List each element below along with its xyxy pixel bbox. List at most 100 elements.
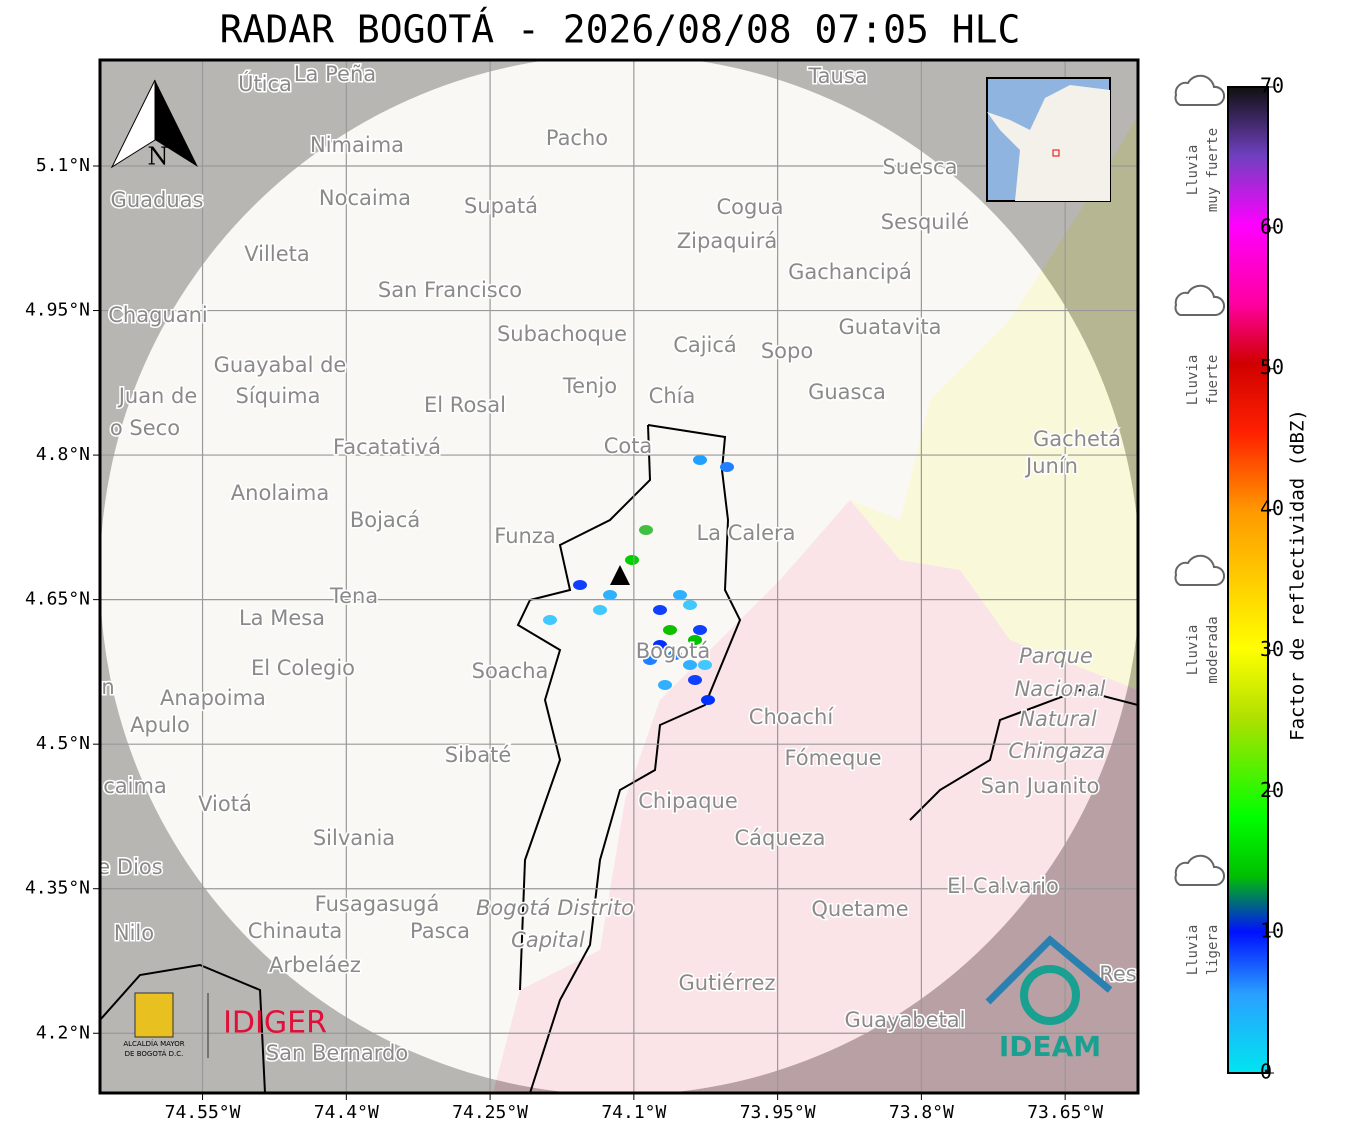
place-label: Apulo <box>130 713 190 737</box>
map-frame <box>98 58 1140 1095</box>
y-tick-label: 4.95°N <box>25 300 90 321</box>
place-label: San Francisco <box>378 278 522 302</box>
place-label: Nimaima <box>310 133 404 157</box>
place-label: Chía <box>649 384 696 408</box>
place-label: Supatá <box>464 194 538 218</box>
place-label: Tenjo <box>562 374 617 398</box>
radar-echo <box>653 640 667 650</box>
place-label: Nacional <box>1015 677 1106 701</box>
place-label: Arbeláez <box>269 953 361 977</box>
y-tick-label: 5.1°N <box>36 155 90 176</box>
place-label: o Seco <box>110 416 180 440</box>
ideam-roof <box>985 935 1113 1005</box>
weather-icon <box>1174 554 1225 586</box>
place-label: Zipaquirá <box>677 229 777 253</box>
place-label: El Rosal <box>424 393 506 417</box>
place-label: Viotá <box>198 792 252 816</box>
inset-marker <box>1052 149 1060 157</box>
place-label: La Calera <box>696 521 795 545</box>
place-label: Nocaima <box>319 186 411 210</box>
ideam-logo: IDEAM <box>999 1030 1101 1063</box>
place-label: Gachetá <box>1033 427 1121 451</box>
place-label: Tausa <box>807 64 867 88</box>
radar-echo <box>573 580 587 590</box>
colorbar-tick-label: 60 <box>1260 214 1284 238</box>
y-tick-label: 4.5°N <box>36 733 90 754</box>
colorbar-tick-label: 50 <box>1260 355 1284 379</box>
radar-echo <box>683 600 697 610</box>
radar-site <box>610 565 630 585</box>
radar-echo <box>603 590 617 600</box>
y-tick-label: 4.2°N <box>36 1022 90 1043</box>
weather-icon <box>1174 74 1225 106</box>
place-label: Guatavita <box>839 315 942 339</box>
place-label: Chingaza <box>1008 739 1105 763</box>
place-label: La Mesa <box>239 606 325 630</box>
radar-echo <box>639 525 653 535</box>
place-label: Soacha <box>472 659 549 683</box>
x-tick-label: 74.1°W <box>601 1102 666 1123</box>
radar-echo <box>688 675 702 685</box>
radar-echo <box>698 660 712 670</box>
title: RADAR BOGOTÁ - 2026/08/08 07:05 HLC <box>220 8 1021 52</box>
place-label: Natural <box>1019 707 1097 731</box>
place-label: Silvania <box>313 826 395 850</box>
rain-category-label: ligera <box>1205 925 1221 976</box>
place-label: Pasca <box>410 919 470 943</box>
place-label: Fómeque <box>784 746 881 770</box>
radar-echo <box>693 455 707 465</box>
weather-icon <box>1174 854 1225 886</box>
place-label: Fusagasugá <box>315 892 440 916</box>
place-label: Juan de <box>117 384 198 408</box>
place-label: Guasca <box>808 380 886 404</box>
colorbar-label: Factor de reflectividad (dBZ) <box>1287 409 1309 741</box>
place-label: Cogua <box>716 195 783 219</box>
place-label: Bogotá Distrito <box>476 896 634 920</box>
place-label: Suesca <box>883 155 958 179</box>
place-label: Sesquilé <box>881 210 969 234</box>
place-label: San Juanito <box>981 774 1100 798</box>
place-label: Capital <box>511 928 585 952</box>
place-label: Villeta <box>244 242 309 266</box>
colorbar <box>1227 86 1269 1074</box>
radar-echo <box>683 660 697 670</box>
colorbar-tick-label: 20 <box>1260 778 1284 802</box>
alcaldia-text: ALCALDÍA MAYOR <box>123 1039 184 1048</box>
place-label: Gutiérrez <box>679 971 776 995</box>
rain-category-label: muy fuerte <box>1205 128 1221 212</box>
radar-echo <box>543 615 557 625</box>
place-label: San Bernardo <box>266 1041 408 1065</box>
place-label: Chaguani <box>108 303 208 327</box>
inset-land <box>987 85 1110 201</box>
place-label: Anolaima <box>231 481 329 505</box>
place-label: Subachoque <box>497 322 627 346</box>
place-label: Junín <box>1024 454 1078 478</box>
district-boundary <box>529 424 742 1093</box>
rain-category-label: moderada <box>1205 616 1221 683</box>
ideam-swirl <box>1020 965 1080 1025</box>
radar-echo <box>668 650 682 660</box>
y-tick-label: 4.8°N <box>36 444 90 465</box>
place-label: Síquima <box>236 384 321 408</box>
department-boundary <box>909 688 1138 1093</box>
colorbar-tick-label: 70 <box>1260 74 1284 98</box>
place-label: Sopo <box>761 339 813 363</box>
place-label: Sibaté <box>445 743 512 767</box>
x-tick-label: 73.65°W <box>1027 1102 1103 1123</box>
place-label: Nilo <box>114 921 154 945</box>
place-label: El Calvario <box>947 874 1059 898</box>
x-tick-label: 74.25°W <box>452 1102 528 1123</box>
radar-echo <box>720 462 734 472</box>
alcaldia-text: DE BOGOTÁ D.C. <box>125 1049 184 1058</box>
place-label: Parque <box>1019 644 1093 668</box>
place-label: Quetame <box>811 897 908 921</box>
rain-category-label: fuerte <box>1205 355 1221 406</box>
north-label: N <box>148 143 169 171</box>
radar-echo <box>693 625 707 635</box>
x-tick-label: 73.8°W <box>889 1102 954 1123</box>
rain-category-label: Lluvia <box>1185 625 1201 676</box>
radar-echo <box>625 555 639 565</box>
district-boundary <box>516 424 652 991</box>
alcaldia-shield <box>134 992 174 1038</box>
